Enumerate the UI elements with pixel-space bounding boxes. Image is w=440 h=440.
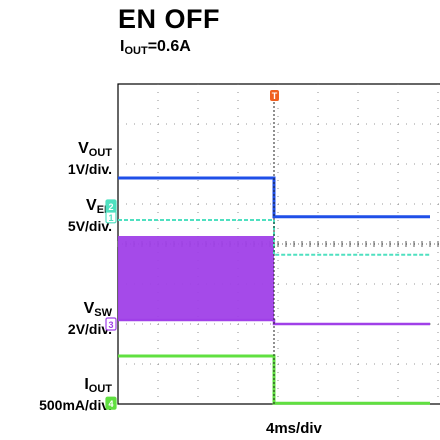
vsw-switching-band — [118, 236, 274, 320]
plot-traces — [118, 94, 430, 405]
iout-marker-icon — [105, 396, 117, 410]
iout-marker-text: 4 — [108, 399, 113, 409]
chart-subtitle: IOUT=0.6A — [120, 38, 191, 57]
vsw-marker-text: 3 — [108, 320, 113, 330]
ven-trace — [118, 219, 430, 256]
vsw-label: VSW 2V/div. — [67, 300, 112, 338]
channel-markers: T 12 3 4 — [105, 90, 279, 410]
chart-title: EN OFF — [118, 4, 220, 34]
vout-marker-text: 1 — [108, 213, 113, 223]
vsw-marker-icon — [105, 317, 117, 331]
vout-label: VOUT 1V/div. — [67, 140, 112, 178]
vout-trace — [118, 176, 430, 219]
x-axis-label: 4ms/div — [266, 420, 322, 437]
trigger-marker-icon — [270, 90, 279, 101]
ven-marker-icon — [105, 199, 117, 213]
ven-marker-text: 2 — [108, 202, 113, 212]
trigger-marker-text: T — [272, 91, 278, 101]
iout-label: IOUT 500mA/div. — [39, 376, 112, 414]
